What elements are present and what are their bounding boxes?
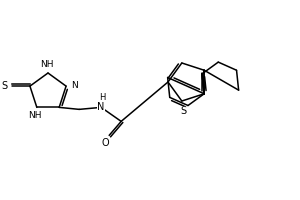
Text: S: S: [181, 106, 187, 116]
Text: H: H: [99, 93, 105, 102]
Text: O: O: [101, 138, 109, 148]
Text: N: N: [98, 102, 105, 112]
Text: S: S: [2, 81, 8, 91]
Text: NH: NH: [40, 60, 54, 69]
Text: N: N: [71, 81, 78, 90]
Text: NH: NH: [28, 111, 42, 120]
